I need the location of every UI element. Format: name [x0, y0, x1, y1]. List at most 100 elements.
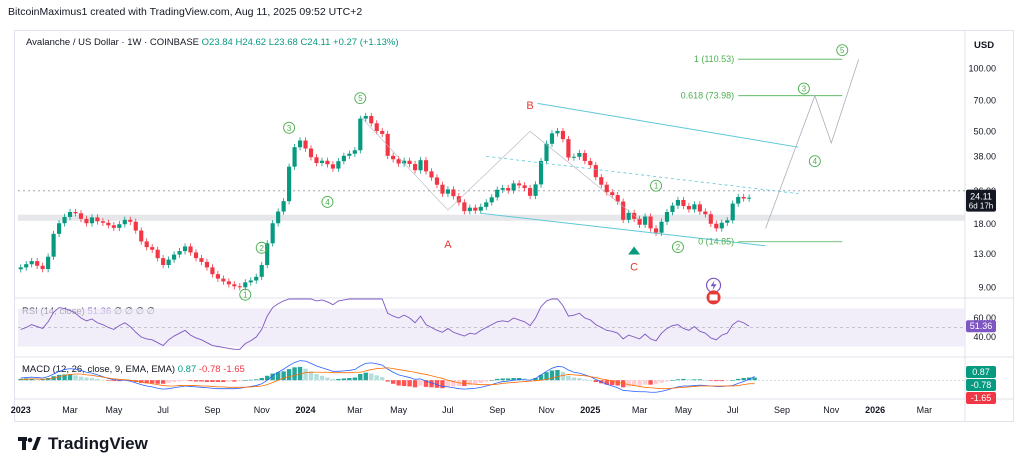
candle-body — [527, 188, 533, 196]
candle-body — [73, 211, 78, 214]
candle-body — [254, 276, 259, 281]
candle-body — [287, 166, 292, 202]
candle-body — [51, 233, 56, 257]
wave-label-circle — [239, 288, 252, 301]
wave-label-number: 1 — [654, 182, 659, 191]
macd-histogram-bar — [500, 378, 505, 381]
candle-body — [462, 202, 467, 212]
candle-body — [626, 212, 631, 220]
candle-body — [100, 221, 105, 223]
candle-body — [325, 160, 330, 165]
candle-body — [489, 197, 494, 203]
candle-body — [319, 160, 325, 163]
macd-histogram-bar — [659, 380, 664, 383]
candle-body — [111, 225, 116, 228]
candle-body — [226, 281, 231, 285]
wave-projection-path — [765, 59, 860, 229]
macd-badge-value: 0.87 — [972, 367, 990, 377]
candle-body — [549, 133, 555, 144]
macd-histogram-bar — [434, 380, 440, 388]
macd-histogram-bar — [314, 374, 319, 381]
macd-histogram-bar — [396, 380, 401, 386]
macd-histogram-bar — [275, 372, 281, 381]
candle-body — [358, 118, 363, 151]
time-axis-label: May — [105, 405, 123, 415]
macd-histogram-bar — [182, 380, 188, 381]
candle-body — [593, 165, 598, 178]
tradingview-wordmark: TradingView — [48, 434, 148, 453]
macd-histogram-bar — [675, 379, 681, 381]
macd-histogram-bar — [736, 378, 741, 381]
wave-label-number: 3 — [287, 124, 292, 133]
candle-body — [692, 204, 697, 210]
macd-histogram-bar — [741, 378, 746, 381]
macd-histogram-bar — [193, 380, 199, 382]
candle-body — [582, 153, 587, 161]
wave-label-circle — [797, 82, 810, 95]
wave-label-circle — [671, 241, 684, 254]
macd-histogram-bar — [478, 380, 483, 383]
macd-histogram-bar — [237, 380, 242, 382]
candle-body — [177, 251, 182, 255]
macd-histogram-bar — [34, 378, 40, 381]
candle-body — [150, 247, 155, 250]
macd-label[interactable]: MACD (12, 26, close, 9, EMA, EMA) — [22, 364, 176, 375]
time-axis-label: Nov — [538, 405, 555, 415]
candle-body — [544, 143, 549, 161]
macd-histogram-bar — [495, 378, 500, 381]
macd-histogram-bar — [407, 380, 412, 387]
candle-body — [374, 123, 379, 131]
price-tick-label: 50.00 — [973, 126, 996, 136]
candle-body — [555, 130, 560, 134]
macd-value-badge — [966, 392, 996, 404]
candle-body — [391, 155, 396, 160]
candle-body — [643, 216, 648, 225]
candle-body — [128, 219, 133, 222]
candle-body — [210, 267, 215, 275]
macd-histogram-bar — [374, 375, 379, 381]
currency-label[interactable]: USD — [974, 40, 995, 51]
candle-body — [24, 264, 29, 268]
candle-body — [495, 189, 500, 198]
chart-frame — [14, 30, 1014, 422]
candle-body — [599, 177, 604, 185]
candle-body — [659, 221, 664, 233]
macd-histogram-bar — [555, 370, 560, 381]
macd-histogram-bar — [297, 366, 303, 381]
macd-histogram-bar — [56, 374, 62, 381]
candle-body — [380, 130, 385, 134]
macd-histogram-bar — [429, 380, 434, 388]
candle-body — [40, 265, 45, 270]
macd-histogram-bar — [78, 376, 84, 381]
macd-histogram-bar — [484, 380, 489, 382]
candle-body — [308, 148, 314, 158]
macd-histogram-bar — [352, 377, 358, 381]
candle-body — [336, 161, 341, 169]
macd-histogram-bar — [549, 370, 555, 381]
fib-level-label: 1 (110.53) — [694, 54, 734, 64]
macd-histogram-bar — [84, 377, 89, 381]
price-tick-label: 13.00 — [973, 249, 996, 259]
macd-value-badge — [966, 379, 996, 391]
macd-histogram-bar — [610, 380, 615, 386]
tradingview-logo[interactable]: TradingView — [18, 434, 148, 454]
candle-body — [193, 252, 199, 259]
candle-body — [265, 243, 270, 265]
chart-header-credit: BitcoinMaximus1 created with TradingView… — [8, 6, 363, 18]
macd-histogram-bar — [697, 379, 703, 381]
macd-histogram-bar — [703, 380, 708, 381]
candle-body — [517, 183, 522, 186]
macd-histogram-bar — [593, 380, 598, 382]
time-axis-label: Mar — [347, 405, 363, 415]
macd-histogram-bar — [67, 374, 73, 381]
symbol-name[interactable]: Avalanche / US Dollar · 1W · COINBASE — [26, 37, 199, 48]
candle-body — [434, 177, 440, 185]
candle-body — [67, 211, 73, 217]
wave-label-number: 2 — [676, 243, 681, 252]
wave-label-circle — [650, 179, 662, 192]
candle-body — [402, 160, 407, 164]
abc-correction-path — [360, 116, 640, 221]
macd-histogram-bar — [451, 380, 456, 387]
ohlc-high: H24.62 — [235, 37, 267, 48]
